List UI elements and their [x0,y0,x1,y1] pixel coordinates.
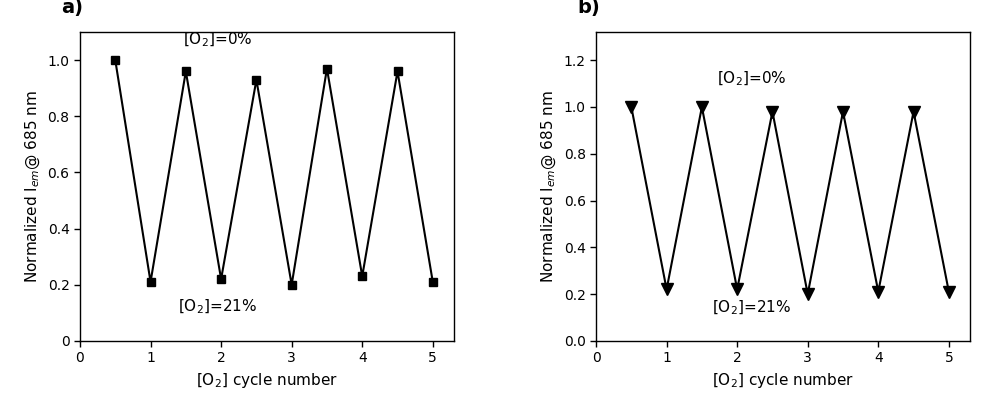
Text: b): b) [577,0,600,16]
Text: [O$_2$]=0%: [O$_2$]=0% [183,30,252,49]
Text: [O$_2$]=21%: [O$_2$]=21% [712,299,791,318]
Y-axis label: Normalized I$_{em}$@ 685 nm: Normalized I$_{em}$@ 685 nm [24,90,42,283]
X-axis label: [O$_2$] cycle number: [O$_2$] cycle number [196,371,338,390]
Y-axis label: Normalized I$_{em}$@ 685 nm: Normalized I$_{em}$@ 685 nm [540,90,558,283]
Text: [O$_2$]=21%: [O$_2$]=21% [178,297,257,316]
X-axis label: [O$_2$] cycle number: [O$_2$] cycle number [712,371,854,390]
Text: a): a) [61,0,83,16]
Text: [O$_2$]=0%: [O$_2$]=0% [717,70,786,88]
